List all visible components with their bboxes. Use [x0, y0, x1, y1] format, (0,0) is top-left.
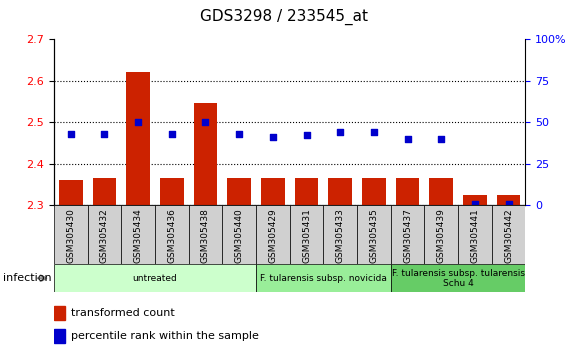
Bar: [256, 205, 290, 264]
Bar: [54, 329, 65, 343]
Point: [470, 201, 479, 206]
Bar: [463, 195, 487, 205]
Text: infection: infection: [3, 273, 52, 283]
Text: GSM305438: GSM305438: [201, 208, 210, 263]
Point: [302, 133, 311, 138]
Text: transformed count: transformed count: [71, 308, 175, 318]
Bar: [497, 195, 520, 205]
Text: GSM305433: GSM305433: [336, 208, 345, 263]
Bar: [362, 178, 386, 205]
Bar: [189, 205, 222, 264]
Point: [403, 136, 412, 142]
Point: [167, 131, 176, 137]
Bar: [122, 205, 155, 264]
Point: [133, 119, 143, 125]
Bar: [424, 205, 458, 264]
Bar: [328, 178, 352, 205]
Bar: [126, 72, 150, 205]
Bar: [54, 205, 87, 264]
Text: GSM305429: GSM305429: [268, 208, 277, 263]
Text: F. tularensis subsp. novicida: F. tularensis subsp. novicida: [260, 274, 387, 283]
Text: GSM305442: GSM305442: [504, 208, 513, 263]
Text: GSM305437: GSM305437: [403, 208, 412, 263]
Bar: [194, 103, 218, 205]
Point: [201, 119, 210, 125]
Text: GSM305434: GSM305434: [133, 208, 143, 263]
Text: GSM305432: GSM305432: [100, 208, 109, 263]
Point: [336, 129, 345, 135]
Text: untreated: untreated: [132, 274, 177, 283]
Bar: [458, 205, 492, 264]
Text: GSM305435: GSM305435: [369, 208, 378, 263]
Bar: [222, 205, 256, 264]
Bar: [227, 178, 251, 205]
Bar: [261, 178, 285, 205]
Point: [268, 134, 277, 140]
Bar: [59, 181, 82, 205]
Bar: [160, 178, 183, 205]
Point: [100, 131, 109, 137]
Text: GSM305436: GSM305436: [168, 208, 176, 263]
Point: [369, 129, 378, 135]
Bar: [391, 264, 525, 292]
Bar: [256, 264, 391, 292]
Bar: [93, 178, 116, 205]
Bar: [323, 205, 357, 264]
Text: F. tularensis subsp. tularensis
Schu 4: F. tularensis subsp. tularensis Schu 4: [391, 269, 525, 288]
Text: GSM305431: GSM305431: [302, 208, 311, 263]
Text: percentile rank within the sample: percentile rank within the sample: [71, 331, 259, 341]
Point: [235, 131, 244, 137]
Text: GSM305430: GSM305430: [66, 208, 76, 263]
Bar: [54, 306, 65, 320]
Bar: [357, 205, 391, 264]
Bar: [155, 205, 189, 264]
Text: GSM305440: GSM305440: [235, 208, 244, 263]
Bar: [290, 205, 323, 264]
Bar: [396, 178, 419, 205]
Bar: [391, 205, 424, 264]
Bar: [492, 205, 525, 264]
Bar: [87, 205, 122, 264]
Bar: [54, 264, 256, 292]
Point: [504, 201, 513, 206]
Text: GSM305439: GSM305439: [437, 208, 446, 263]
Bar: [429, 178, 453, 205]
Point: [66, 131, 76, 137]
Point: [437, 136, 446, 142]
Text: GSM305441: GSM305441: [470, 208, 479, 263]
Bar: [295, 178, 318, 205]
Text: GDS3298 / 233545_at: GDS3298 / 233545_at: [200, 9, 368, 25]
